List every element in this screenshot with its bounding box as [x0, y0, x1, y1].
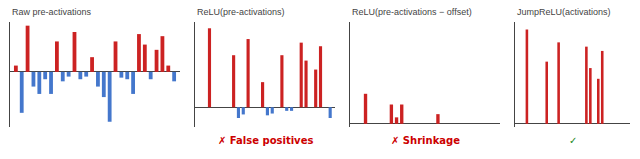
svg-text:ReLU(pre-activations): ReLU(pre-activations)	[197, 7, 285, 17]
svg-text:JumpReLU(activations): JumpReLU(activations)	[517, 7, 611, 17]
svg-text:ReLU(pre-activations − offset): ReLU(pre-activations − offset)	[352, 7, 472, 17]
svg-text:✗ False positives: ✗ False positives	[218, 135, 313, 146]
svg-text:✗ Shrinkage: ✗ Shrinkage	[391, 135, 460, 146]
svg-text:✓: ✓	[569, 135, 577, 146]
svg-text:Raw pre-activations: Raw pre-activations	[12, 7, 92, 17]
